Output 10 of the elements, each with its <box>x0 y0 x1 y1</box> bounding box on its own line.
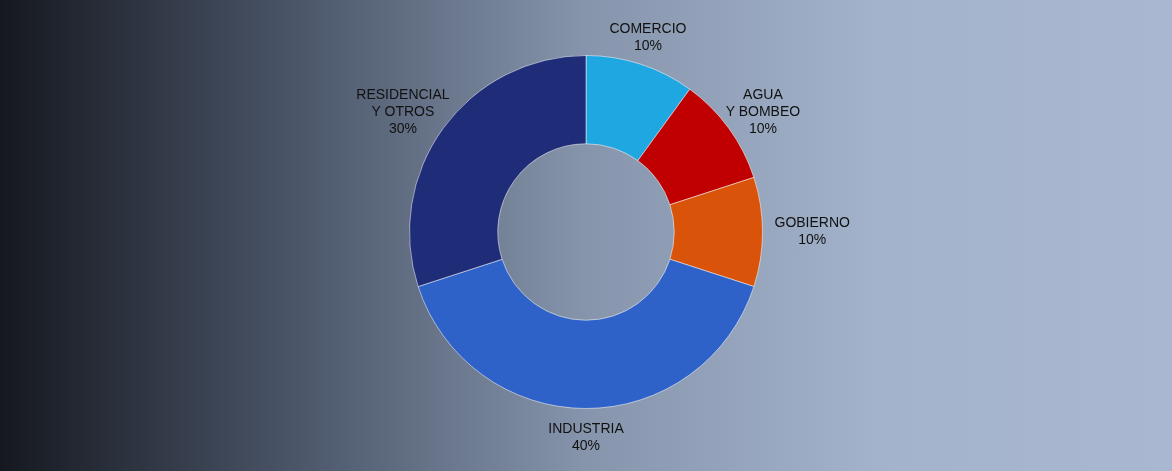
data-label: 30% <box>388 120 417 137</box>
slice-label: GOBIERNO <box>774 214 851 231</box>
data-label: 40% <box>571 436 601 453</box>
slice-label: COMERCIO <box>609 19 687 36</box>
slice-label: RESIDENCIAL Y OTROS <box>356 86 450 120</box>
slice-label: AGUA Y BOMBEO <box>725 86 801 120</box>
data-label: 10% <box>798 231 827 248</box>
data-label: 10% <box>748 120 777 137</box>
data-label: 10% <box>633 36 662 53</box>
slice-label: INDUSTRIA <box>548 419 625 436</box>
